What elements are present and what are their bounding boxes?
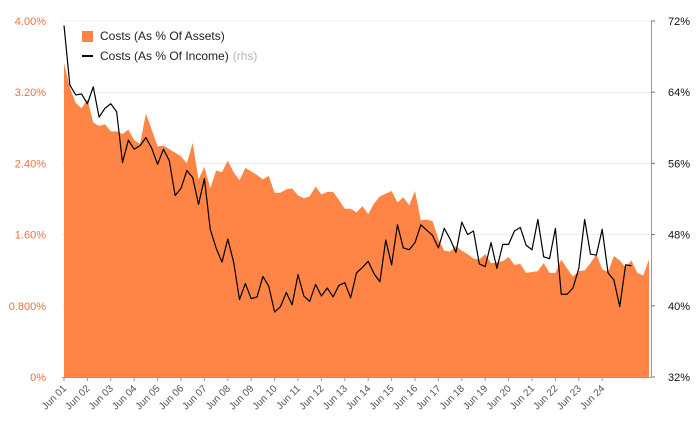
left-tick-label: 4.00% <box>15 16 46 28</box>
x-tick-label: Jun 03 <box>87 383 116 412</box>
right-tick-label: 40% <box>668 301 690 313</box>
right-axis-ticks: 32% 40% 48% 56% 64% 72% <box>651 16 690 384</box>
x-tick-label: Jun 19 <box>461 383 490 412</box>
x-tick-label: Jun 24 <box>578 383 607 412</box>
legend-item-assets: Costs (As % Of Assets) <box>82 26 257 46</box>
x-tick-label: Jun 23 <box>555 383 584 412</box>
line-series-layer <box>63 25 632 313</box>
right-tick-label: 56% <box>668 158 690 170</box>
x-tick-label: Jun 22 <box>532 383 561 412</box>
x-tick-label: Jun 08 <box>204 383 233 412</box>
right-tick-label: 32% <box>668 372 690 384</box>
x-tick-label: Jun 10 <box>251 383 280 412</box>
legend-label-rhs: (rhs) <box>232 49 258 63</box>
legend: Costs (As % Of Assets) Costs (As % Of In… <box>82 26 257 66</box>
x-tick-label: Jun 20 <box>485 383 514 412</box>
axes <box>62 21 652 378</box>
x-tick-label: Jun 16 <box>391 383 420 412</box>
left-axis-ticks: 0% 0.800% 1.60% 2.40% 3.20% 4.00% <box>9 16 47 384</box>
line-series-income <box>63 25 632 313</box>
left-tick-label: 0.800% <box>9 301 47 313</box>
legend-swatch-area <box>82 30 93 42</box>
x-tick-label: Jun 02 <box>64 383 93 412</box>
right-tick-label: 48% <box>668 230 690 242</box>
left-tick-label: 0% <box>30 372 46 384</box>
x-tick-label: Jun 18 <box>438 383 467 412</box>
x-tick-label: Jun 14 <box>344 383 373 412</box>
right-tick-label: 72% <box>668 16 690 28</box>
x-tick-label: Jun 15 <box>368 383 397 412</box>
legend-label-assets: Costs (As % Of Assets) <box>100 29 225 43</box>
area-series-assets <box>64 62 649 377</box>
x-tick-label: Jun 04 <box>110 383 139 412</box>
area-series-layer <box>64 62 649 377</box>
x-tick-label: Jun 21 <box>508 383 537 412</box>
legend-swatch-line <box>82 55 93 57</box>
x-tick-label: Jun 17 <box>415 383 444 412</box>
x-tick-label: Jun 01 <box>40 383 69 412</box>
legend-label-income: Costs (As % Of Income) <box>100 49 229 63</box>
x-tick-label: Jun 09 <box>227 383 256 412</box>
x-tick-label: Jun 13 <box>321 383 350 412</box>
x-tick-label: Jun 12 <box>298 383 327 412</box>
x-tick-label: Jun 07 <box>181 383 210 412</box>
x-tick-label: Jun 05 <box>134 383 163 412</box>
left-tick-label: 2.40% <box>15 158 46 170</box>
left-tick-label: 3.20% <box>15 87 46 99</box>
right-tick-label: 64% <box>668 87 690 99</box>
left-tick-label: 1.60% <box>15 230 46 242</box>
legend-item-income: Costs (As % Of Income) (rhs) <box>82 46 257 66</box>
x-tick-label: Jun 06 <box>157 383 186 412</box>
